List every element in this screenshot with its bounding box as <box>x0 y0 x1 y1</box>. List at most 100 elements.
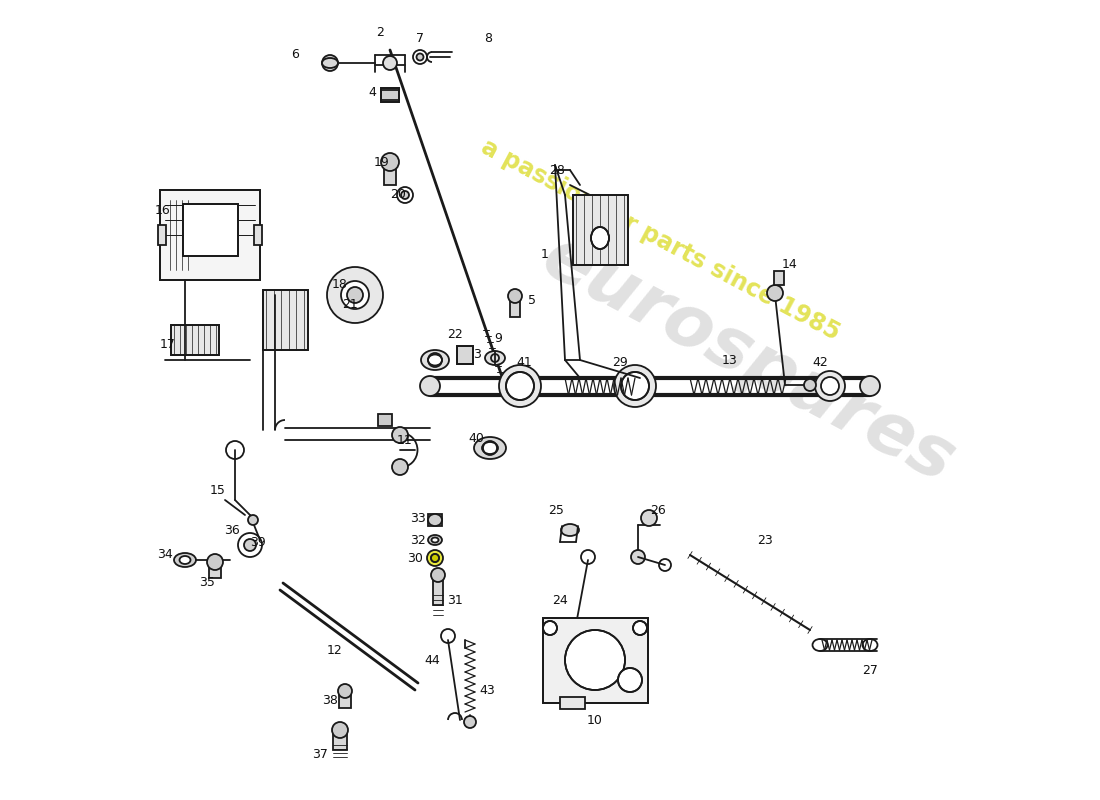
Text: 20: 20 <box>390 189 406 202</box>
Text: 40: 40 <box>469 431 484 445</box>
Bar <box>381 88 399 102</box>
Ellipse shape <box>431 554 439 562</box>
Text: 34: 34 <box>157 549 173 562</box>
Circle shape <box>383 56 397 70</box>
Text: 7: 7 <box>416 31 424 45</box>
Text: 26: 26 <box>650 503 666 517</box>
Bar <box>542 618 648 702</box>
Ellipse shape <box>815 371 845 401</box>
Circle shape <box>417 54 424 61</box>
Circle shape <box>392 427 408 443</box>
Text: 42: 42 <box>812 355 828 369</box>
Bar <box>542 618 648 702</box>
Circle shape <box>464 716 476 728</box>
Ellipse shape <box>860 376 880 396</box>
Bar <box>456 346 473 364</box>
Text: 2: 2 <box>376 26 384 38</box>
Text: 15: 15 <box>210 483 225 497</box>
Bar <box>263 290 308 350</box>
Circle shape <box>402 191 409 199</box>
Text: 16: 16 <box>155 203 170 217</box>
Text: 23: 23 <box>757 534 773 546</box>
Bar <box>183 204 238 256</box>
Text: 8: 8 <box>484 31 492 45</box>
Bar <box>560 697 584 709</box>
Text: 13: 13 <box>722 354 738 366</box>
Bar <box>160 190 260 280</box>
Circle shape <box>804 379 816 391</box>
Ellipse shape <box>421 350 449 370</box>
Text: 21: 21 <box>342 298 358 311</box>
Bar <box>572 195 627 265</box>
Bar <box>572 195 627 265</box>
Ellipse shape <box>482 442 498 454</box>
Text: 12: 12 <box>327 643 343 657</box>
Text: 14: 14 <box>782 258 797 271</box>
Ellipse shape <box>174 553 196 567</box>
Bar <box>170 325 219 355</box>
Bar <box>333 730 346 750</box>
Ellipse shape <box>591 227 609 249</box>
Bar <box>378 414 392 426</box>
Bar <box>170 325 219 355</box>
Circle shape <box>381 153 399 171</box>
Ellipse shape <box>621 372 649 400</box>
Text: 4: 4 <box>368 86 376 99</box>
Text: 11: 11 <box>397 434 412 446</box>
Ellipse shape <box>322 58 338 68</box>
Text: 3: 3 <box>473 349 481 362</box>
Ellipse shape <box>614 365 656 407</box>
Circle shape <box>543 621 557 635</box>
Text: 44: 44 <box>425 654 440 666</box>
Text: 38: 38 <box>322 694 338 706</box>
Ellipse shape <box>485 351 505 365</box>
Circle shape <box>341 281 368 309</box>
Bar <box>384 165 396 185</box>
Text: eurospares: eurospares <box>530 222 966 498</box>
Bar <box>158 225 166 245</box>
Bar <box>263 290 308 350</box>
Ellipse shape <box>427 550 443 566</box>
Bar <box>183 204 238 256</box>
Ellipse shape <box>179 556 190 564</box>
Text: 37: 37 <box>312 749 328 762</box>
Text: 24: 24 <box>552 594 568 606</box>
Text: 1: 1 <box>541 249 549 262</box>
Text: 18: 18 <box>332 278 348 291</box>
Circle shape <box>338 684 352 698</box>
Text: 39: 39 <box>250 537 266 550</box>
Text: 19: 19 <box>374 155 389 169</box>
Ellipse shape <box>428 354 442 366</box>
Text: 29: 29 <box>612 355 628 369</box>
Text: 32: 32 <box>410 534 426 546</box>
Circle shape <box>618 668 642 692</box>
Circle shape <box>565 630 625 690</box>
Circle shape <box>207 554 223 570</box>
Bar <box>433 575 443 605</box>
Circle shape <box>332 722 348 738</box>
Text: 31: 31 <box>447 594 463 606</box>
Bar <box>339 692 351 708</box>
Ellipse shape <box>428 535 442 545</box>
Text: 43: 43 <box>480 683 495 697</box>
Bar <box>510 299 520 317</box>
Text: 9: 9 <box>494 331 502 345</box>
Ellipse shape <box>428 514 442 526</box>
Bar <box>381 88 399 102</box>
Bar <box>209 562 221 578</box>
Ellipse shape <box>431 538 439 542</box>
Text: 33: 33 <box>410 511 426 525</box>
Text: 41: 41 <box>516 355 532 369</box>
Circle shape <box>346 287 363 303</box>
Circle shape <box>508 289 522 303</box>
Text: 10: 10 <box>587 714 603 726</box>
Ellipse shape <box>499 365 541 407</box>
Text: 5: 5 <box>528 294 536 306</box>
Circle shape <box>431 554 439 562</box>
Text: 22: 22 <box>447 329 463 342</box>
Ellipse shape <box>474 437 506 459</box>
Circle shape <box>631 550 645 564</box>
Circle shape <box>322 55 338 71</box>
Text: 27: 27 <box>862 663 878 677</box>
Circle shape <box>767 285 783 301</box>
